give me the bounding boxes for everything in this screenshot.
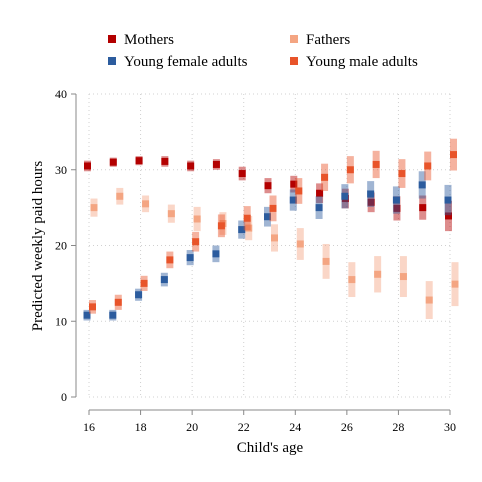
data-point	[84, 162, 91, 170]
data-point	[238, 170, 246, 178]
data-point	[393, 204, 401, 212]
y-tick-label: 30	[55, 163, 67, 177]
x-tick-label: 24	[289, 420, 301, 434]
data-point	[212, 250, 220, 258]
data-point	[161, 157, 169, 165]
data-point	[341, 192, 349, 200]
data-point	[109, 311, 117, 319]
data-point	[243, 214, 251, 222]
data-point	[321, 173, 329, 181]
data-point	[269, 204, 277, 212]
data-point	[296, 240, 304, 248]
legend-swatch	[290, 57, 298, 65]
data-point	[193, 215, 201, 223]
data-point	[116, 192, 124, 200]
data-point	[135, 157, 143, 165]
legend-label: Young female adults	[124, 54, 248, 70]
legend-label: Fathers	[306, 32, 350, 48]
axes: 0 10 20 30 40 16 18 20 22 24 26 28 30	[55, 87, 456, 434]
x-tick-label: 22	[238, 420, 250, 434]
y-tick-label: 20	[55, 239, 67, 253]
legend-swatch	[290, 35, 298, 43]
data-point	[160, 276, 168, 284]
x-tick-label: 16	[83, 420, 95, 434]
data-point	[372, 160, 380, 168]
x-tick-label: 26	[341, 420, 353, 434]
data-point	[418, 181, 426, 189]
data-point	[316, 189, 324, 197]
x-tick-label: 18	[135, 420, 147, 434]
data-point	[186, 254, 194, 262]
data-point	[89, 303, 96, 311]
data-point	[217, 222, 225, 230]
data-point	[109, 158, 117, 166]
data-point	[289, 196, 297, 204]
data-point	[419, 204, 427, 212]
data-point	[290, 180, 298, 188]
data-point	[399, 273, 407, 281]
data-point	[245, 224, 253, 232]
data-point	[142, 200, 150, 208]
data-point	[367, 198, 375, 206]
legend: Mothers Fathers Young female adults Young m…	[108, 32, 418, 70]
data-point	[192, 238, 200, 246]
y-tick-label: 40	[55, 87, 67, 101]
data-point	[451, 280, 459, 288]
data-point	[264, 182, 272, 190]
data-point	[90, 204, 98, 212]
data-point	[114, 298, 122, 306]
y-tick-label: 0	[61, 390, 67, 404]
data-point	[167, 210, 175, 218]
data-point	[83, 311, 91, 319]
data-point	[322, 257, 330, 265]
data-point	[445, 212, 452, 220]
x-axis-title: Child's age	[237, 440, 304, 456]
data-point	[140, 279, 148, 287]
data-point	[424, 162, 432, 170]
data-point	[398, 170, 406, 178]
data-point	[367, 190, 375, 198]
marks	[83, 138, 459, 321]
y-axis-title: Predicted weekly paid hours	[30, 161, 46, 332]
legend-swatch	[108, 35, 116, 43]
data-point	[295, 187, 303, 195]
data-point	[346, 166, 354, 174]
legend-swatch	[108, 57, 116, 65]
x-tick-label: 30	[444, 420, 456, 434]
data-point	[271, 234, 278, 242]
data-point	[444, 196, 452, 204]
data-point	[264, 213, 271, 221]
data-point	[135, 291, 143, 299]
data-point	[425, 296, 433, 304]
legend-label: Young male adults	[306, 54, 418, 70]
data-point	[374, 270, 382, 278]
y-tick-label: 10	[55, 314, 67, 328]
data-point	[450, 151, 457, 159]
data-point	[315, 204, 323, 212]
data-point	[348, 276, 356, 284]
data-point	[187, 162, 195, 170]
grid	[88, 93, 451, 398]
data-point	[212, 160, 220, 168]
data-point	[392, 196, 400, 204]
x-tick-label: 20	[186, 420, 198, 434]
legend-label: Mothers	[124, 32, 174, 48]
data-point	[238, 226, 246, 234]
x-tick-label: 28	[392, 420, 404, 434]
data-point	[166, 256, 174, 264]
